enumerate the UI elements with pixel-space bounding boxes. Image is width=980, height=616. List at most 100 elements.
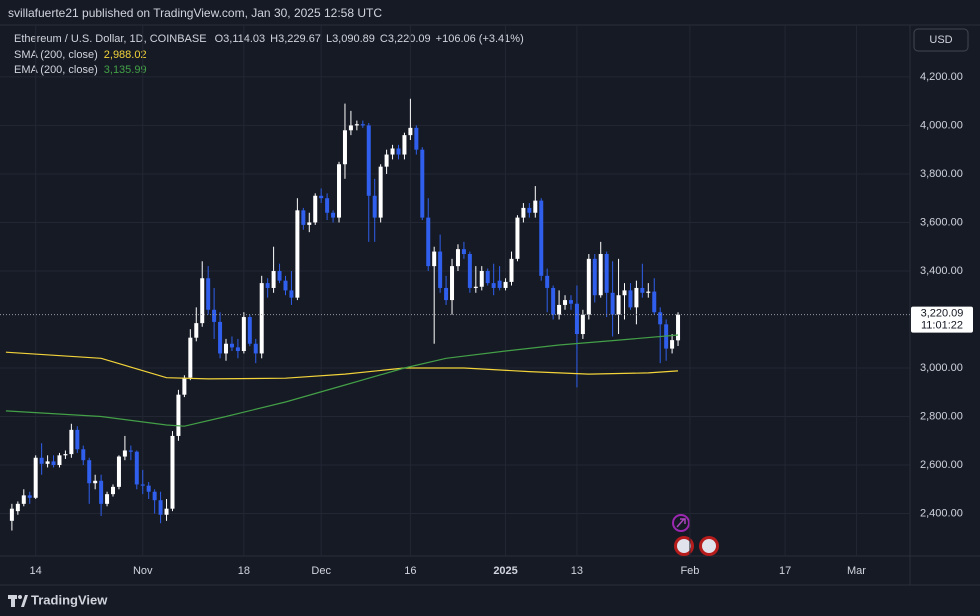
candle-body xyxy=(628,290,633,308)
candle-body xyxy=(604,253,609,293)
candle-body xyxy=(658,312,663,325)
brand-logo xyxy=(8,595,28,607)
candle-body xyxy=(271,270,276,288)
candle-body xyxy=(57,455,62,466)
candle-body xyxy=(241,317,246,352)
candle-body xyxy=(384,154,389,167)
candle-body xyxy=(289,290,294,298)
y-tick-label: 3,000.00 xyxy=(920,362,963,374)
candle-body xyxy=(342,130,347,165)
candle-body xyxy=(259,283,264,354)
candle-body xyxy=(9,508,14,521)
price-label-box xyxy=(911,306,973,333)
candle-body xyxy=(229,343,234,348)
candle-body xyxy=(116,456,121,487)
candle-body xyxy=(461,249,466,254)
indicator-value: 2,988.02 xyxy=(104,49,147,61)
candle-body xyxy=(432,251,437,267)
grid xyxy=(0,25,910,556)
x-tick-label: 13 xyxy=(571,565,583,577)
candle-body xyxy=(277,270,282,281)
candle-body xyxy=(224,343,229,354)
candle-body xyxy=(360,124,365,126)
candle-body xyxy=(640,287,645,293)
candle-body xyxy=(455,249,460,267)
ohlc-close: 3,220.09 xyxy=(388,33,431,45)
candle-body xyxy=(450,266,455,301)
candle-body xyxy=(194,323,199,338)
candle-body xyxy=(521,207,526,218)
candle-body xyxy=(634,287,639,308)
price-label: 3,220.09 xyxy=(921,308,964,320)
candle-body xyxy=(99,480,104,504)
x-tick-label: 16 xyxy=(404,565,416,577)
candle-body xyxy=(551,287,556,315)
candle-body xyxy=(33,457,38,498)
candle-body xyxy=(467,253,472,288)
y-tick-label: 4,200.00 xyxy=(920,71,963,83)
currency-button[interactable] xyxy=(913,28,969,52)
y-tick-label: 3,800.00 xyxy=(920,168,963,180)
candle-body xyxy=(200,278,205,324)
candle-body xyxy=(473,286,478,288)
currency-label[interactable]: USD xyxy=(929,34,952,46)
countdown: 11:01:22 xyxy=(921,320,963,332)
candle-body xyxy=(354,124,359,126)
candle-body xyxy=(420,149,425,218)
candle-body xyxy=(372,195,377,218)
y-tick-label: 3,400.00 xyxy=(920,265,963,277)
candle-body xyxy=(15,503,20,512)
candle-body xyxy=(140,484,145,486)
candle-body xyxy=(247,317,252,344)
candle-body xyxy=(497,280,502,288)
candle-body xyxy=(158,500,163,515)
candle-body xyxy=(128,450,133,452)
candle-body xyxy=(325,198,330,213)
ohlc-close-key: C xyxy=(380,33,388,45)
x-tick-label: 17 xyxy=(779,565,791,577)
x-tick-label: Dec xyxy=(311,565,331,577)
candle-body xyxy=(81,449,86,461)
candle-body xyxy=(164,508,169,515)
candle-body xyxy=(670,340,675,349)
candle-body xyxy=(533,200,538,213)
candle-body xyxy=(93,480,98,484)
candle-body xyxy=(598,253,603,296)
candle-body xyxy=(75,429,80,450)
y-tick-label: 2,800.00 xyxy=(920,410,963,422)
x-tick-label: Feb xyxy=(680,565,699,577)
candle-body xyxy=(265,283,270,288)
candle-body xyxy=(235,347,240,352)
candle-body xyxy=(152,491,157,501)
candle-body xyxy=(563,300,568,305)
candle-body xyxy=(610,292,615,315)
symbol-title: Ethereum / U.S. Dollar, 1D, COINBASE xyxy=(14,33,207,45)
candle-body xyxy=(580,314,585,335)
event-icons xyxy=(672,514,719,556)
candle-body xyxy=(622,290,627,296)
candle-body xyxy=(307,222,312,225)
candle-body xyxy=(390,148,395,155)
publisher-line: svillafuerte21 published on TradingView.… xyxy=(8,6,382,20)
candle-body xyxy=(69,429,74,455)
candle-body xyxy=(568,300,573,304)
candle-body xyxy=(188,337,193,378)
candle-body xyxy=(408,127,413,136)
candle-body xyxy=(444,287,449,301)
ohlc-change: +106.06 (+3.41%) xyxy=(436,33,524,45)
moving-average-line xyxy=(5,351,679,380)
candle-body xyxy=(366,125,371,196)
candle-body xyxy=(313,195,318,223)
x-tick-label: 14 xyxy=(30,565,42,577)
candle-body xyxy=(438,251,443,288)
y-tick-label: 2,400.00 xyxy=(920,507,963,519)
candle-body xyxy=(539,200,544,276)
candle-body xyxy=(182,377,187,395)
ohlc-high-key: H xyxy=(270,33,278,45)
candle-body xyxy=(295,210,300,298)
candle-body xyxy=(545,275,550,288)
indicator-value: 3,135.99 xyxy=(104,64,147,76)
brand-name: TradingView xyxy=(31,592,108,607)
candle-body xyxy=(592,258,597,296)
candle-body xyxy=(402,135,407,155)
